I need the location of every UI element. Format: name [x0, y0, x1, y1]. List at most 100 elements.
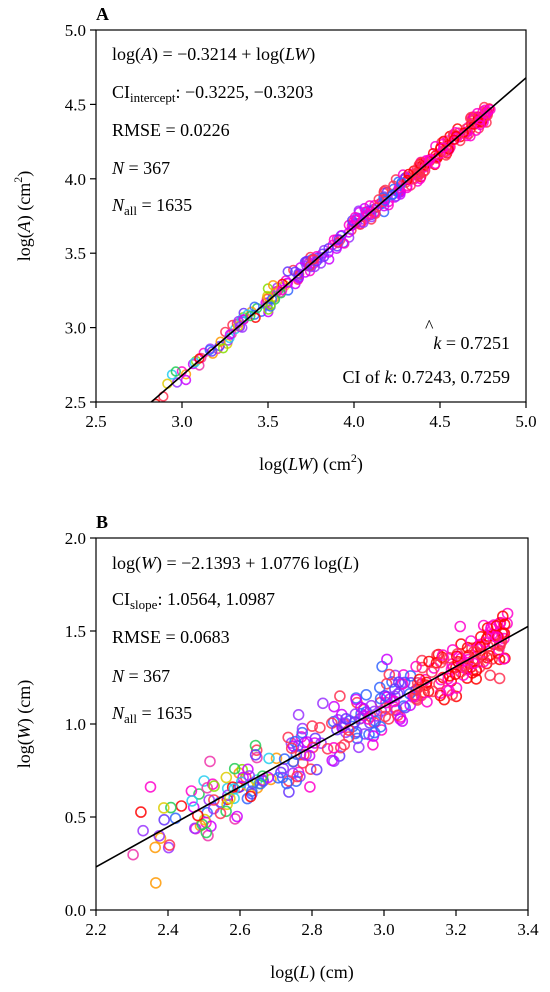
panel-b-data-point [386, 676, 398, 688]
panel-b-fit-line [96, 625, 528, 868]
panel-b-data-point [127, 848, 139, 861]
panel-b-data-point [498, 618, 511, 631]
panel-b-data-point [436, 649, 449, 661]
panel-b-data-point [158, 813, 170, 826]
panel-b-x-tick-label: 2.8 [301, 920, 322, 939]
panel-a-data-point [364, 200, 375, 211]
panel-b-data-point [321, 742, 334, 755]
panel-b-data-point [150, 877, 162, 889]
panel-b-data-point [292, 708, 305, 721]
panel-a-data-point [475, 114, 486, 126]
panel-b-data-point [373, 681, 386, 694]
panel-a-y-tick-label: 5.0 [65, 21, 86, 40]
panel-b-data-point [200, 826, 213, 839]
panel-b-data-point [228, 783, 240, 795]
panel-b-data-point [433, 678, 445, 690]
panel-b-data-point [328, 700, 340, 713]
panel-b-data-point [348, 716, 361, 728]
panel-b-data-point [291, 770, 303, 783]
panel-a-k-hat: k = 0.7251 [433, 333, 510, 353]
panel-b-data-point [397, 700, 410, 712]
panel-b-data-point [365, 699, 378, 712]
panel-a-data-point [438, 135, 449, 147]
panel-b-data-point [465, 635, 477, 647]
panel-b-data-point [382, 713, 395, 725]
panel-a-rmse: RMSE = 0.0226 [112, 120, 230, 140]
panel-a-x-tick-label: 5.0 [515, 412, 536, 431]
panel-a-data-point [289, 266, 301, 277]
panel-b-data-point [149, 841, 161, 854]
panel-b-data-point [228, 762, 241, 775]
panel-a-y-tick-label: 2.5 [65, 393, 86, 412]
panel-b-data-point [379, 689, 391, 702]
panel-a-data-point [204, 344, 215, 356]
panel-b-data-point [306, 720, 319, 732]
panel-b-data-point [276, 771, 289, 784]
panel-a-data-point [245, 310, 256, 322]
panel-b-data-point [250, 744, 263, 757]
panel-b-x-tick-label: 3.2 [445, 920, 466, 939]
panel-a-ci-intercept: CIintercept: −0.3225, −0.3203 [112, 82, 313, 105]
panel-a-equation: log(A) = −0.3214 + log(LW) [112, 44, 315, 65]
panel-b-fit-line-group [96, 625, 528, 868]
panel-b-y-axis-label: log(W) (cm) [14, 680, 35, 768]
panel-b-data-point [490, 619, 503, 632]
panel-a-data-point [424, 154, 436, 166]
panel-b-y-tick-label: 1.0 [65, 715, 86, 734]
panel-a-n-all: Nall = 1635 [111, 195, 192, 218]
panel-a-data-point [318, 244, 330, 256]
panel-b-data-point [317, 697, 329, 710]
panel-a-data-point [267, 280, 279, 291]
panel-a-data-point [224, 329, 236, 340]
panel-b-data-point [283, 786, 295, 798]
panel-b-data-point [426, 685, 439, 698]
panel-b-data-point [423, 655, 435, 668]
panel-b-data-point [135, 806, 147, 818]
panel-a-y-tick-label: 4.0 [65, 170, 86, 189]
panel-a-data-point [215, 336, 226, 347]
panel-b-data-point [470, 664, 483, 677]
panel-b-data-point [485, 622, 497, 635]
panel-a-data-point [323, 243, 334, 254]
panel-b-data-point [304, 763, 317, 776]
panel-b-data-point [416, 661, 429, 674]
panel-b-data-point [231, 810, 243, 823]
panel-b-n-all: Nall = 1635 [111, 703, 192, 726]
panel-b-data-point [376, 660, 388, 673]
panel-b-data-point [334, 741, 347, 754]
panel-a-data-point [403, 168, 414, 180]
panel-b-n: N = 367 [111, 666, 170, 686]
panel-b-x-tick-label: 2.6 [229, 920, 250, 939]
panel-b-x-tick-label: 3.0 [373, 920, 394, 939]
panel-b-data-point [381, 653, 393, 666]
panel-a-ci-k: CI of k: 0.7243, 0.7259 [342, 367, 510, 387]
panel-a-y-tick-label: 3.5 [65, 244, 86, 263]
panel-a-data-point [333, 234, 344, 245]
panel-a-data-point [349, 211, 361, 223]
panel-a-x-tick-label: 3.0 [171, 412, 192, 431]
panel-b-y-ticks: 0.0 0.5 1.0 1.5 2.0 [65, 529, 96, 920]
panel-b-data-point [394, 713, 406, 725]
panel-a: A 2.5 3.0 3.5 4.0 4.5 5.0 2.53.03.54.04.55.0 … [11, 4, 537, 475]
panel-b-data-point [410, 660, 422, 673]
panel-a-data-point [485, 104, 496, 115]
panel-b-data-point [153, 829, 165, 842]
panel-b-data-point [493, 672, 506, 685]
panel-a-data-point [401, 182, 413, 194]
panel-b-data-point [404, 699, 417, 712]
panel-b-data-point [158, 802, 170, 814]
panel-a-data-point [465, 111, 477, 123]
panel-b-data-point [193, 788, 205, 800]
panel-b-data-point [496, 610, 509, 623]
panel-b-data-point [249, 748, 262, 761]
panel-a-data-point [455, 135, 466, 147]
panel-b-data-point [246, 785, 258, 798]
panel-b-data-point [367, 738, 379, 751]
panel-a-data-point [474, 119, 486, 131]
panel-a-data-point [265, 299, 276, 311]
panel-a-data-point [314, 253, 325, 264]
panel-b-data-point [486, 653, 499, 665]
panel-a-data-point [238, 314, 250, 325]
panel-b-data-point [327, 741, 340, 754]
panel-b-data-point [360, 688, 373, 701]
